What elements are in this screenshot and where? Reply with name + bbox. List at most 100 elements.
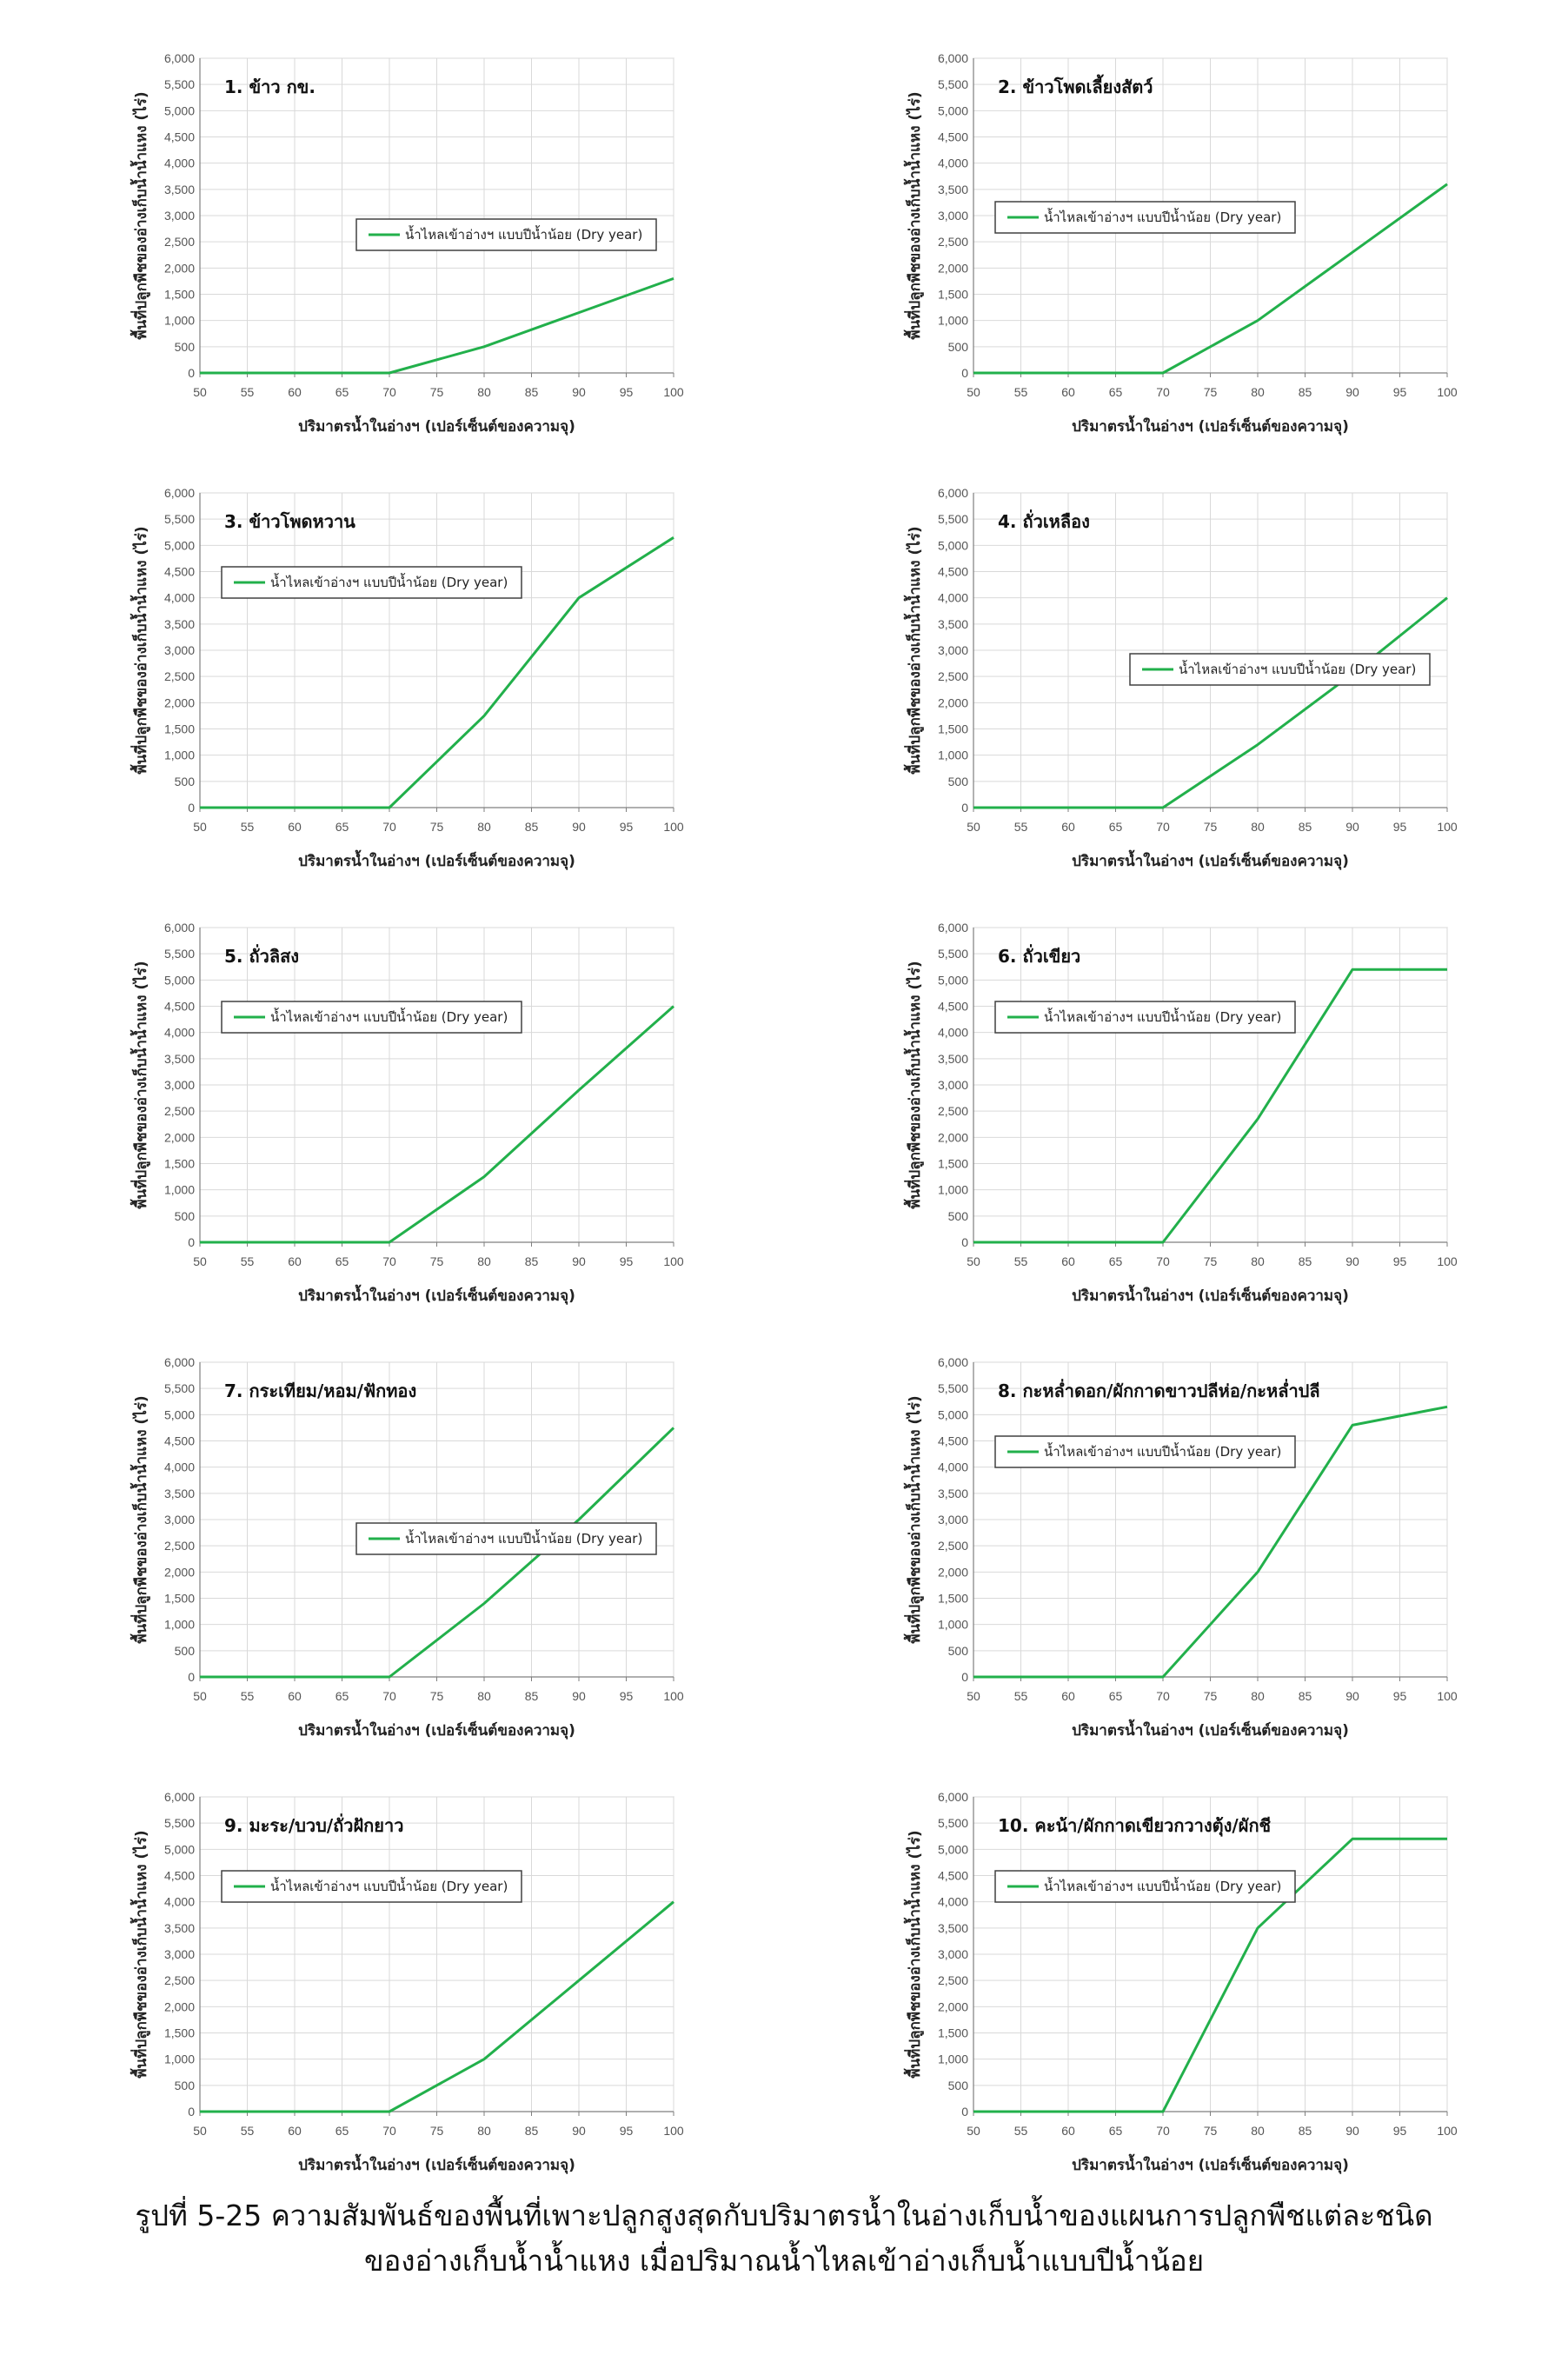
- y-tick-label: 6,000: [164, 1790, 195, 1804]
- chart-title: 8. กะหล่ำดอก/ผักกาดขาวปลีห่อ/กะหล่ำปลี: [998, 1378, 1320, 1401]
- y-tick-label: 2,000: [938, 1130, 968, 1144]
- x-tick-label: 75: [430, 385, 444, 399]
- y-tick-label: 2,000: [164, 1130, 195, 1144]
- legend: น้ำไหลเข้าอ่างฯ แบบปีน้ำน้อย (Dry year): [221, 1001, 522, 1034]
- x-tick-label: 65: [336, 385, 349, 399]
- y-tick-label: 5,000: [164, 103, 195, 117]
- y-tick-label: 3,000: [938, 1513, 968, 1527]
- x-tick-label: 85: [525, 385, 539, 399]
- series-line: [973, 1405, 1448, 1679]
- legend-label: น้ำไหลเข้าอ่างฯ แบบปีน้ำน้อย (Dry year): [1044, 1877, 1281, 1894]
- y-tick-label: 1,000: [164, 314, 195, 328]
- chart-title: 6. ถั่วเขียว: [998, 943, 1080, 967]
- x-tick-label: 95: [1393, 820, 1407, 834]
- y-tick-label: 3,500: [164, 1052, 195, 1066]
- x-tick-label: 60: [288, 820, 302, 834]
- y-tick-label: 0: [188, 1670, 195, 1684]
- chart-title: 4. ถั่วเหลือง: [998, 509, 1090, 532]
- x-tick-label: 65: [336, 1254, 349, 1268]
- x-tick-label: 75: [1204, 820, 1218, 834]
- x-tick-label: 55: [241, 820, 255, 834]
- series-line: [973, 183, 1448, 375]
- y-tick-label: 0: [188, 801, 195, 815]
- y-tick-label: 3,000: [164, 643, 195, 657]
- legend: น้ำไหลเข้าอ่างฯ แบบปีน้ำน้อย (Dry year): [221, 566, 522, 599]
- x-tick-label: 75: [1204, 2124, 1218, 2138]
- legend-box: [355, 1522, 657, 1555]
- x-tick-label: 55: [241, 2124, 255, 2138]
- x-tick-label: 55: [241, 1689, 255, 1703]
- y-axis-label: พื้นที่ปลูกพืชของอ่างเก็บน้ำน้ำแหง (ไร่): [130, 91, 151, 339]
- y-tick-label: 4,500: [938, 565, 968, 579]
- x-tick-label: 95: [620, 820, 634, 834]
- x-tick-label: 65: [1109, 1254, 1123, 1268]
- x-tick-label: 50: [967, 820, 980, 834]
- chart-title: 7. กระเทียม/หอม/ฟักทอง: [224, 1380, 416, 1401]
- series-line: [200, 1005, 674, 1244]
- y-tick-label: 4,000: [938, 1460, 968, 1474]
- x-tick-label: 85: [525, 2124, 539, 2138]
- y-tick-label: 500: [948, 1644, 969, 1658]
- y-axis-label: พื้นที่ปลูกพืชของอ่างเก็บน้ำน้ำแหง (ไร่): [130, 961, 151, 1208]
- x-tick-label: 75: [1204, 1254, 1218, 1268]
- y-tick-label: 4,500: [938, 130, 968, 144]
- legend: น้ำไหลเข้าอ่างฯ แบบปีน้ำน้อย (Dry year): [994, 1001, 1296, 1034]
- x-tick-label: 100: [663, 1254, 684, 1268]
- y-tick-label: 1,500: [164, 722, 195, 736]
- x-tick-label: 85: [1299, 385, 1312, 399]
- x-tick-label: 70: [382, 2124, 396, 2138]
- legend-box: [994, 1870, 1296, 1903]
- line-chart-2: 0 500 1,000 1,500 2,000 2,500 3,000 3,500 4,000 4…: [903, 51, 1458, 436]
- x-tick-label: 50: [967, 1689, 980, 1703]
- x-tick-label: 60: [1061, 1254, 1075, 1268]
- x-tick-label: 95: [620, 1689, 634, 1703]
- series-line: [973, 1837, 1447, 2113]
- x-tick-label: 100: [1437, 2124, 1458, 2138]
- x-tick-label: 95: [1393, 2124, 1407, 2138]
- line-chart-8: 0 500 1,000 1,500 2,000 2,500 3,000 3,500 4,000 4…: [903, 1355, 1458, 1740]
- y-axis-label: พื้นที่ปลูกพืชของอ่างเก็บน้ำน้ำแหง (ไร่): [130, 1830, 151, 2078]
- x-tick-label: 65: [1109, 1689, 1123, 1703]
- line-chart-6: 0 500 1,000 1,500 2,000 2,500 3,000 3,500 4,000 4…: [903, 921, 1458, 1305]
- series-line: [200, 1900, 674, 2113]
- y-tick-label: 5,500: [938, 1381, 968, 1395]
- y-tick-label: 3,000: [164, 1947, 195, 1961]
- legend-label: น้ำไหลเข้าอ่างฯ แบบปีน้ำน้อย (Dry year): [1044, 1008, 1281, 1025]
- x-axis-label: ปริมาตรน้ำในอ่างฯ (เปอร์เซ็นต์ของความจุ): [1072, 415, 1349, 436]
- x-tick-label: 50: [193, 2124, 207, 2138]
- x-tick-label: 50: [967, 2124, 980, 2138]
- x-tick-label: 95: [620, 385, 634, 399]
- legend-label: น้ำไหลเข้าอ่างฯ แบบปีน้ำน้อย (Dry year): [1044, 208, 1281, 225]
- x-tick-label: 90: [1345, 385, 1359, 399]
- y-tick-label: 3,500: [938, 183, 968, 196]
- y-tick-label: 2,500: [164, 1104, 195, 1118]
- x-tick-label: 70: [382, 385, 396, 399]
- y-tick-label: 3,000: [938, 643, 968, 657]
- x-axis-label: ปริมาตรน้ำในอ่างฯ (เปอร์เซ็นต์ของความจุ): [1072, 2153, 1349, 2174]
- x-tick-label: 55: [1014, 1254, 1028, 1268]
- y-tick-label: 4,000: [938, 1895, 968, 1909]
- x-tick-label: 80: [477, 385, 491, 399]
- y-tick-label: 1,500: [938, 722, 968, 736]
- y-tick-label: 3,500: [164, 183, 195, 196]
- x-axis-label: ปริมาตรน้ำในอ่างฯ (เปอร์เซ็นต์ของความจุ): [298, 1284, 575, 1305]
- x-tick-label: 75: [430, 1689, 444, 1703]
- y-tick-label: 2,000: [164, 261, 195, 275]
- legend: น้ำไหลเข้าอ่างฯ แบบปีน้ำน้อย (Dry year): [1129, 653, 1431, 686]
- y-tick-label: 3,500: [164, 1921, 195, 1935]
- x-tick-label: 85: [1299, 1689, 1312, 1703]
- y-tick-label: 5,500: [164, 1816, 195, 1830]
- x-tick-label: 70: [382, 820, 396, 834]
- legend: น้ำไหลเข้าอ่างฯ แบบปีน้ำน้อย (Dry year): [221, 1870, 522, 1903]
- x-tick-label: 60: [288, 1689, 302, 1703]
- x-tick-label: 60: [1061, 1689, 1075, 1703]
- y-tick-label: 6,000: [938, 486, 968, 500]
- x-tick-label: 80: [1251, 1689, 1265, 1703]
- y-tick-label: 6,000: [938, 51, 968, 65]
- x-tick-label: 80: [1251, 820, 1265, 834]
- x-tick-label: 100: [663, 2124, 684, 2138]
- y-tick-label: 4,500: [938, 1869, 968, 1883]
- x-tick-label: 95: [1393, 1254, 1407, 1268]
- y-tick-label: 4,500: [938, 1434, 968, 1448]
- y-tick-label: 2,000: [164, 1565, 195, 1579]
